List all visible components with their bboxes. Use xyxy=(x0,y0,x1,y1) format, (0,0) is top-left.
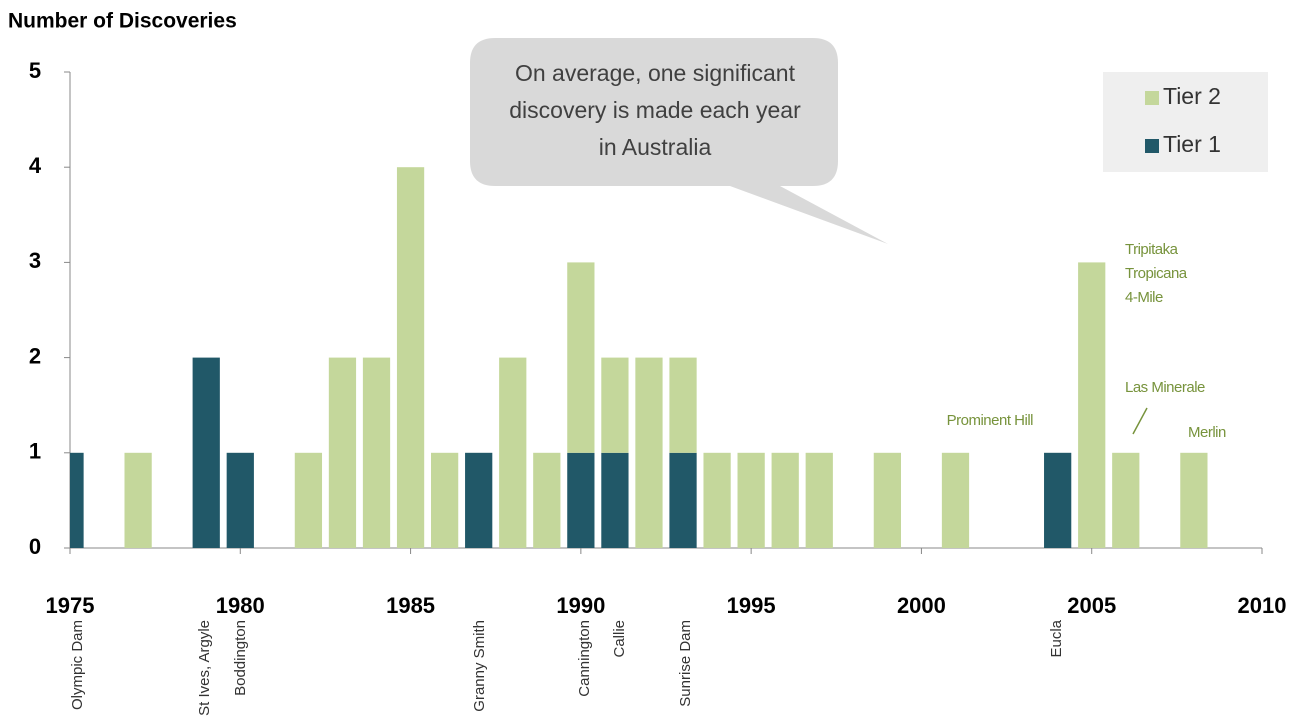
bar xyxy=(431,452,459,548)
bar xyxy=(601,452,629,548)
legend-label: Tier 1 xyxy=(1163,131,1221,157)
bar xyxy=(805,452,833,548)
bar xyxy=(1112,452,1140,548)
bar xyxy=(567,262,595,453)
callout-text: On average, one significant xyxy=(515,60,796,86)
y-tick-label: 3 xyxy=(29,248,41,273)
bar xyxy=(192,357,220,548)
bar xyxy=(567,452,595,548)
discovery-name: Eucla xyxy=(1048,619,1065,657)
legend-label: Tier 2 xyxy=(1163,83,1221,109)
bar xyxy=(499,357,527,548)
bar-name: Tripitaka xyxy=(1125,241,1179,258)
bar xyxy=(771,452,799,548)
bar xyxy=(226,452,254,548)
x-tick-label: 2000 xyxy=(897,593,946,618)
x-tick-label: 1975 xyxy=(46,593,95,618)
bar-name: Prominent Hill xyxy=(947,412,1034,429)
bar-name: 4-Mile xyxy=(1125,289,1163,306)
bar xyxy=(124,452,152,548)
bar xyxy=(873,452,901,548)
bar xyxy=(328,357,357,548)
bar xyxy=(941,452,970,548)
discovery-name: Boddington xyxy=(232,620,249,696)
y-tick-label: 5 xyxy=(29,58,41,83)
y-tick-label: 2 xyxy=(29,343,41,368)
bar xyxy=(294,452,323,548)
discovery-name: Olympic Dam xyxy=(69,620,86,710)
bar xyxy=(362,357,391,548)
bar-name: Las Minerale xyxy=(1125,379,1205,396)
bar xyxy=(703,452,731,548)
callout-text: in Australia xyxy=(599,134,712,160)
discovery-name: Granny Smith xyxy=(471,620,488,712)
x-tick-label: 1995 xyxy=(727,593,776,618)
bar xyxy=(669,452,697,548)
callout-bubble xyxy=(470,38,888,244)
x-tick-label: 1990 xyxy=(556,593,605,618)
discovery-name: Cannington xyxy=(576,620,593,697)
bar xyxy=(1044,452,1072,548)
y-tick-label: 4 xyxy=(29,153,42,178)
bar xyxy=(465,452,493,548)
discovery-name: Callie xyxy=(611,620,628,658)
x-tick-label: 1980 xyxy=(216,593,265,618)
y-tick-label: 1 xyxy=(29,439,41,464)
bar xyxy=(1078,262,1106,548)
discovery-name: St Ives, Argyle xyxy=(196,620,213,716)
bar-name: Merlin xyxy=(1188,424,1226,441)
legend-swatch xyxy=(1145,91,1159,105)
callout-text: discovery is made each year xyxy=(509,97,801,123)
legend-box xyxy=(1103,72,1268,172)
x-tick-label: 1985 xyxy=(386,593,435,618)
bar xyxy=(737,452,765,548)
pointer-line xyxy=(1132,407,1148,435)
bar xyxy=(533,452,561,548)
y-tick-label: 0 xyxy=(29,534,41,559)
discovery-name: Sunrise Dam xyxy=(677,620,694,707)
bar xyxy=(1180,452,1208,548)
x-tick-label: 2010 xyxy=(1238,593,1287,618)
legend-swatch xyxy=(1145,139,1159,153)
bar xyxy=(70,452,84,548)
bar xyxy=(669,357,697,453)
bar xyxy=(601,357,629,453)
bar-name: Tropicana xyxy=(1125,265,1188,282)
bar xyxy=(396,167,425,548)
bar xyxy=(635,357,663,548)
x-tick-label: 2005 xyxy=(1067,593,1116,618)
chart-title: Number of Discoveries xyxy=(8,10,237,33)
